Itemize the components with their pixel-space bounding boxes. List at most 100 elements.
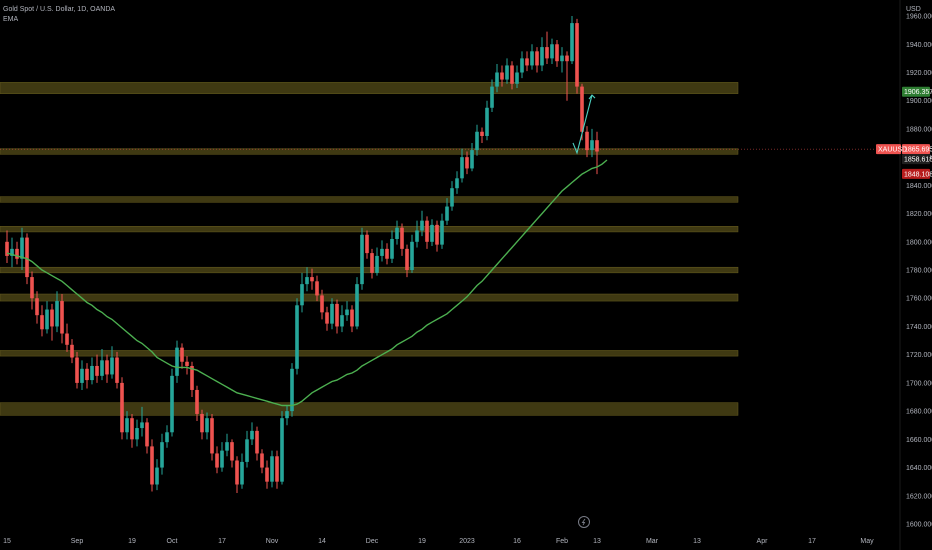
candle-body [490, 86, 494, 108]
y-tick-label: 1740.000 [906, 324, 932, 331]
candle-body [245, 439, 249, 462]
candle-body [395, 227, 399, 239]
y-tick-label: 1700.000 [906, 380, 932, 387]
candle-body [180, 347, 184, 362]
sr-zone [0, 196, 739, 203]
candle [480, 127, 484, 144]
symbol-tag: XAUUSD [876, 144, 907, 155]
candle [285, 405, 289, 426]
candle-body [520, 58, 524, 73]
y-tick-label: 1680.000 [906, 409, 932, 416]
candle-body [555, 44, 559, 62]
candle-body [60, 301, 64, 334]
candle-body [560, 55, 564, 62]
candle [130, 413, 134, 448]
ema-value-tag: 1858.618 [902, 154, 932, 165]
candle [195, 385, 199, 421]
candle [410, 234, 414, 273]
sr-zone [0, 402, 739, 416]
candle [135, 419, 139, 447]
candle-body [530, 51, 534, 66]
y-tick-label: 1760.000 [906, 296, 932, 303]
candle-body [185, 361, 189, 366]
candle-body [80, 368, 84, 383]
candle-body [20, 237, 24, 259]
x-tick-label: Nov [266, 538, 279, 545]
candle-body [590, 140, 594, 151]
candle [70, 339, 74, 364]
candle-body [135, 428, 139, 440]
candle-body [290, 368, 294, 412]
candle-body [225, 442, 229, 451]
x-tick-label: Feb [556, 538, 568, 545]
candle [515, 65, 519, 89]
candle-body [110, 357, 114, 375]
candle-body [355, 284, 359, 327]
candle-body [95, 365, 99, 376]
candle [215, 446, 219, 474]
symbol-tag-text: XAUUSD [878, 147, 907, 154]
candle-body [345, 309, 349, 316]
candle [345, 301, 349, 321]
candle-body [35, 298, 39, 316]
candle [505, 58, 509, 84]
candle-body [75, 357, 79, 383]
candle-body [570, 23, 574, 62]
ema-value-tag-bg [902, 154, 930, 165]
y-tick-label: 1780.000 [906, 268, 932, 275]
candle-body [100, 360, 104, 376]
candle-body [220, 450, 224, 468]
candle-body [140, 422, 144, 429]
y-tick-label: 1660.000 [906, 437, 932, 444]
candle [110, 346, 114, 379]
candle-body [505, 65, 509, 80]
candle [340, 305, 344, 333]
scroll-icon[interactable] [578, 516, 590, 528]
candle [390, 230, 394, 263]
candle-body [275, 456, 279, 482]
candle-body [125, 418, 129, 433]
candle-body [475, 131, 479, 151]
candle-body [360, 234, 364, 285]
candle [385, 243, 389, 265]
candle-body [70, 344, 74, 358]
candle-body [120, 382, 124, 433]
y-tick-label: 1840.000 [906, 183, 932, 190]
candle-body [480, 131, 484, 136]
candle-body [320, 295, 324, 313]
candle-body [160, 442, 164, 468]
y-tick-label: 1620.000 [906, 493, 932, 500]
candle [325, 306, 329, 331]
candle-body [200, 413, 204, 433]
candle [240, 453, 244, 489]
candle-body [250, 430, 254, 440]
candle-body [50, 309, 54, 327]
time-axis: 15 Sep 19 Oct 17 Nov 14 Dec 19 2023 16 Feb 13 Mar 13 Ap… [3, 538, 874, 545]
candle-body [350, 309, 354, 327]
candle [575, 18, 579, 94]
candle [265, 460, 269, 489]
candle [520, 51, 524, 79]
candle [220, 442, 224, 472]
candle-body [595, 140, 599, 152]
candle [330, 298, 334, 330]
candle [585, 126, 589, 158]
y-tick-label: 1720.000 [906, 352, 932, 359]
candle [435, 220, 439, 252]
candle [530, 44, 534, 70]
candle-body [405, 248, 409, 271]
y-tick-label: 1940.000 [906, 42, 932, 49]
y-tick-label: 1640.000 [906, 465, 932, 472]
candle-body [205, 418, 209, 433]
candle-body [270, 456, 274, 482]
candle [80, 360, 84, 390]
candle [525, 51, 529, 72]
candle [30, 271, 34, 310]
candle-body [85, 368, 89, 381]
candle [535, 47, 539, 73]
candle [45, 301, 49, 334]
x-tick-label: 19 [418, 538, 426, 545]
candle-body [155, 467, 159, 485]
candle-body [420, 220, 424, 231]
